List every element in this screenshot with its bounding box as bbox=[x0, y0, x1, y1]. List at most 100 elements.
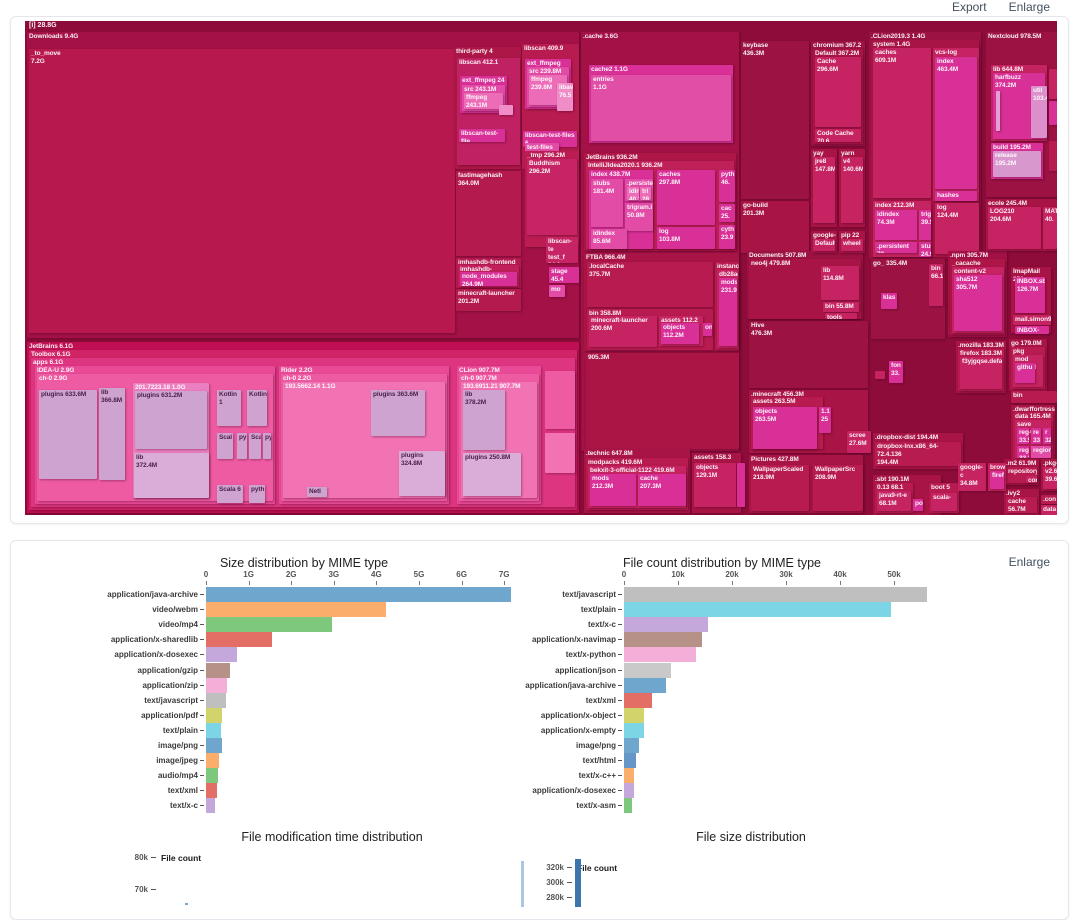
treemap-node[interactable]: plugins 363.6M bbox=[371, 390, 425, 436]
treemap-node[interactable]: _to_move 7.2G bbox=[29, 49, 455, 333]
treemap-node[interactable]: firefo bbox=[990, 471, 1004, 489]
treemap-node[interactable]: scala- bbox=[931, 493, 957, 511]
treemap-node[interactable]: go-build 201.3M bbox=[741, 201, 809, 253]
treemap-node[interactable]: Kotlin 1 bbox=[217, 390, 241, 426]
treemap-node[interactable]: plugins 324.8M bbox=[399, 451, 445, 496]
treemap-node[interactable] bbox=[996, 91, 1000, 131]
treemap-node[interactable]: objects 112.2M bbox=[661, 323, 699, 344]
treemap-node[interactable]: trigram.i 50.8M bbox=[625, 203, 653, 231]
treemap-node[interactable]: objects 129.1M bbox=[694, 463, 736, 507]
treemap-node[interactable]: wheel bbox=[841, 239, 863, 251]
treemap-node[interactable]: reg 33.3 bbox=[1017, 446, 1029, 458]
treemap-node[interactable]: mo bbox=[549, 285, 565, 297]
treemap-node[interactable]: bin 55.8M bbox=[823, 302, 859, 312]
treemap-node[interactable]: bin 66.1 bbox=[929, 264, 943, 306]
treemap-node[interactable]: py bbox=[237, 433, 247, 459]
treemap-node[interactable]: node_modules 264.9M bbox=[460, 272, 517, 286]
treemap-node[interactable]: objects 263.5M bbox=[753, 407, 817, 449]
treemap-node[interactable]: java9-rt-e 68.1M bbox=[877, 491, 911, 511]
treemap-node[interactable]: sha512 305.7M bbox=[954, 275, 1002, 331]
treemap-node[interactable]: re 33 bbox=[1031, 428, 1041, 444]
treemap-node[interactable]: cac 25. bbox=[719, 204, 735, 222]
treemap-node[interactable] bbox=[545, 371, 575, 429]
treemap-node[interactable]: Code Cache 70.6 bbox=[815, 129, 861, 142]
treemap-node[interactable]: LOG210 204.6M bbox=[988, 207, 1041, 249]
treemap-node[interactable]: .persistent 73. bbox=[875, 242, 917, 253]
treemap-node[interactable]: test-files bbox=[525, 143, 559, 152]
treemap-node[interactable]: cache 207.3M bbox=[638, 474, 686, 506]
treemap-node[interactable]: fastimagehash 364.0M bbox=[456, 171, 521, 256]
enlarge-treemap-button[interactable]: Enlarge bbox=[1008, 0, 1050, 14]
treemap-node[interactable]: plugins 631.2M bbox=[135, 391, 207, 449]
treemap-node[interactable]: scree 27.6M bbox=[847, 431, 871, 453]
treemap-node[interactable] bbox=[545, 433, 575, 473]
treemap-node[interactable]: data bbox=[1041, 505, 1057, 515]
treemap-node[interactable]: trig 39.5 bbox=[919, 210, 931, 240]
treemap-node[interactable]: lib 366.8M bbox=[99, 388, 125, 480]
treemap-node[interactable]: klas bbox=[881, 293, 897, 309]
treemap-node[interactable]: hashes bbox=[935, 191, 977, 201]
treemap-node[interactable]: ffmpeg 243.1M bbox=[464, 93, 503, 109]
treemap-node[interactable]: INBOX-1.sbd bbox=[1015, 326, 1049, 334]
treemap-node[interactable]: Cache 296.6M bbox=[815, 57, 861, 127]
treemap-node[interactable]: util 103.4 bbox=[1031, 86, 1047, 138]
treemap-node[interactable]: plugins 250.8M bbox=[463, 453, 521, 496]
treemap-node[interactable]: libscan-te test_f 34.0 bbox=[546, 237, 578, 263]
treemap-node[interactable]: region2 bbox=[1031, 446, 1051, 458]
treemap-node[interactable]: stub 24.9 bbox=[919, 242, 931, 257]
treemap-node[interactable]: v2.6 39.6 bbox=[1043, 467, 1057, 489]
treemap-node[interactable]: cyth 23.9 bbox=[719, 225, 735, 249]
treemap-node[interactable]: Sca bbox=[249, 433, 261, 459]
treemap-node[interactable]: pyth bbox=[249, 485, 265, 503]
treemap-node[interactable]: f3yjgqse.defau bbox=[960, 357, 1002, 389]
treemap-node[interactable]: WallpaperScaled 218.9M bbox=[751, 465, 809, 511]
treemap-node[interactable]: MAT 40. bbox=[1043, 207, 1057, 249]
treemap-node[interactable]: keybase 436.3M bbox=[741, 41, 809, 199]
treemap-node[interactable]: on bbox=[703, 323, 712, 336]
treemap-node[interactable]: v4 140.6M bbox=[841, 157, 863, 223]
treemap-node[interactable]: lib 114.8M bbox=[821, 266, 859, 300]
treemap-node[interactable]: fon 33. bbox=[889, 361, 903, 383]
treemap-node[interactable]: mods 231.9M bbox=[719, 278, 737, 346]
treemap-node[interactable]: idindex 85.6M bbox=[591, 229, 627, 249]
enlarge-charts-button[interactable]: Enlarge bbox=[1008, 555, 1050, 569]
treemap-node[interactable]: entries 1.1G bbox=[591, 75, 731, 141]
treemap-node[interactable]: dropbox-lnx.x86_64-72.4.136 194.4M bbox=[875, 442, 961, 466]
treemap-node[interactable]: githu bbox=[1015, 363, 1035, 383]
treemap-node[interactable]: INBOX.sbd 126.7M bbox=[1015, 277, 1045, 313]
treemap-node[interactable]: caches 297.8M bbox=[657, 170, 715, 225]
treemap-node[interactable]: mods 212.3M bbox=[590, 474, 636, 506]
treemap-node[interactable]: mail.simon98 bbox=[1013, 315, 1051, 325]
treemap-node[interactable]: caches 609.1M bbox=[873, 48, 931, 198]
treemap-node[interactable]: log 124.4M bbox=[935, 203, 979, 254]
treemap-node[interactable]: po bbox=[913, 499, 923, 511]
treemap-node[interactable]: idin 40.2 bbox=[627, 187, 639, 200]
treemap-node[interactable]: log 103.8M bbox=[657, 227, 715, 249]
treemap-node[interactable] bbox=[1049, 69, 1057, 99]
treemap-node[interactable]: google-c 34.8M bbox=[958, 463, 986, 491]
treemap-node[interactable]: stage 45.4 bbox=[549, 267, 579, 283]
treemap-node[interactable]: py bbox=[263, 433, 271, 459]
treemap-node[interactable]: plugins 633.6M bbox=[39, 390, 97, 479]
treemap-node[interactable]: libav 76.5 bbox=[557, 83, 573, 111]
treemap-node[interactable]: lib 378.2M bbox=[463, 390, 505, 450]
treemap-node[interactable]: Kotlin bbox=[247, 390, 267, 426]
treemap-node[interactable]: Hive 476.3M bbox=[749, 321, 868, 388]
treemap-node[interactable]: cor bbox=[1026, 476, 1037, 483]
treemap-node[interactable]: r 32 bbox=[1043, 428, 1051, 444]
treemap-node[interactable]: bin bbox=[1011, 391, 1057, 403]
treemap-node[interactable]: minecraft-launcher 201.2M bbox=[456, 289, 521, 311]
treemap-node[interactable]: Buddhism 296.2M bbox=[527, 159, 577, 235]
treemap-node[interactable]: index 463.4M bbox=[935, 57, 977, 189]
treemap-node[interactable] bbox=[1049, 141, 1057, 171]
treemap-node[interactable]: 1.1 25 bbox=[819, 407, 831, 433]
treemap-node[interactable]: idindex 74.3M bbox=[875, 210, 917, 240]
treemap-node[interactable]: Netl bbox=[307, 487, 327, 497]
treemap-node[interactable]: jre8 147.8M bbox=[813, 157, 835, 223]
treemap-node[interactable]: Default bbox=[813, 239, 835, 251]
treemap-node[interactable]: cache 56.7M bbox=[1006, 497, 1037, 513]
treemap-node[interactable] bbox=[875, 371, 885, 379]
treemap-node[interactable]: .localCache 375.7M bbox=[587, 262, 713, 307]
treemap-node[interactable]: minecraft-launcher 200.6M bbox=[589, 316, 657, 347]
treemap-node[interactable]: tools bbox=[825, 313, 857, 319]
